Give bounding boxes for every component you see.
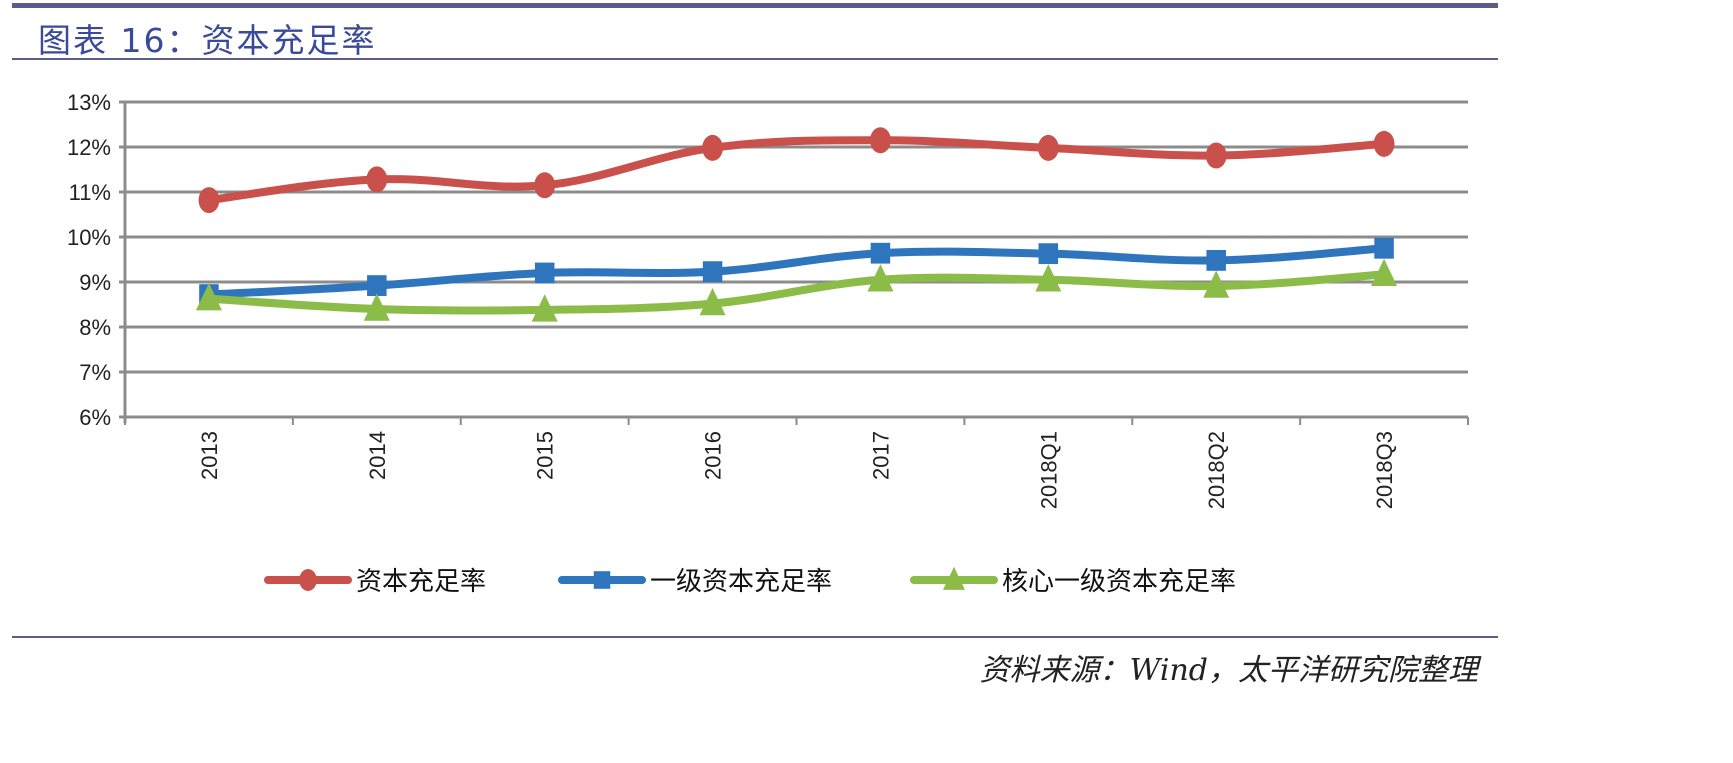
line-chart: 6% 7% 8% 9% 10% 11% 12% 13% 2013 2014 2015 2016 2017…	[67, 90, 1469, 597]
y-tick-label: 8%	[79, 315, 111, 340]
x-tick-label: 2015	[533, 431, 558, 480]
x-tick-label: 2014	[365, 431, 390, 480]
y-tick-label: 7%	[79, 360, 111, 385]
data-point-square	[870, 242, 891, 264]
data-point-triangle	[1203, 270, 1230, 298]
x-tick-label: 2018Q3	[1372, 431, 1397, 509]
x-tick-label: 2018Q1	[1036, 431, 1061, 509]
legend-label: 资本充足率	[356, 567, 486, 597]
data-point-triangle	[1371, 258, 1398, 287]
y-tick-label: 9%	[79, 270, 111, 295]
data-point-circle	[534, 172, 556, 199]
y-tick-label: 6%	[79, 405, 111, 430]
series-line-0	[204, 136, 1389, 205]
y-tick-label: 12%	[67, 135, 111, 160]
x-tick-label: 2018Q2	[1204, 431, 1229, 509]
y-tick-label: 13%	[67, 90, 111, 115]
data-point-square	[534, 262, 555, 284]
data-point-triangle	[699, 288, 726, 316]
bottom-rule	[12, 636, 1498, 638]
figure-title: 图表 16：资本充足率	[38, 21, 377, 60]
data-point-square	[367, 275, 387, 296]
legend-marker-triangle	[943, 566, 965, 590]
legend-marker-circle	[299, 569, 317, 591]
x-tick-label: 2017	[868, 431, 893, 480]
data-point-square	[1206, 250, 1226, 271]
data-point-triangle	[363, 293, 390, 321]
series-line-1	[204, 244, 1389, 299]
top-rule	[12, 3, 1498, 8]
legend-label: 核心一级资本充足率	[1002, 567, 1236, 597]
data-point-triangle	[531, 294, 558, 322]
title-rule	[12, 58, 1498, 60]
data-point-circle	[198, 187, 220, 214]
data-point-circle	[1373, 130, 1395, 157]
data-point-triangle	[195, 283, 222, 311]
data-point-triangle	[1035, 264, 1062, 292]
x-tick-label: 2016	[701, 431, 726, 480]
data-point-square	[702, 261, 723, 283]
data-point-circle	[1205, 142, 1227, 169]
y-tick-label: 11%	[69, 180, 111, 205]
legend-marker-square	[593, 571, 611, 589]
source-note: 资料来源：Wind，太平洋研究院整理	[979, 653, 1478, 688]
data-point-circle	[870, 127, 891, 154]
y-tick-label: 10%	[67, 225, 111, 250]
data-point-triangle	[867, 264, 894, 292]
data-point-square	[1374, 237, 1394, 259]
data-point-circle	[366, 166, 388, 193]
series-line-2	[204, 270, 1389, 315]
data-point-circle	[1037, 134, 1059, 161]
legend-label: 一级资本充足率	[650, 567, 832, 597]
x-tick-label: 2013	[197, 431, 222, 480]
data-point-square	[1038, 243, 1059, 265]
data-point-circle	[702, 134, 723, 161]
